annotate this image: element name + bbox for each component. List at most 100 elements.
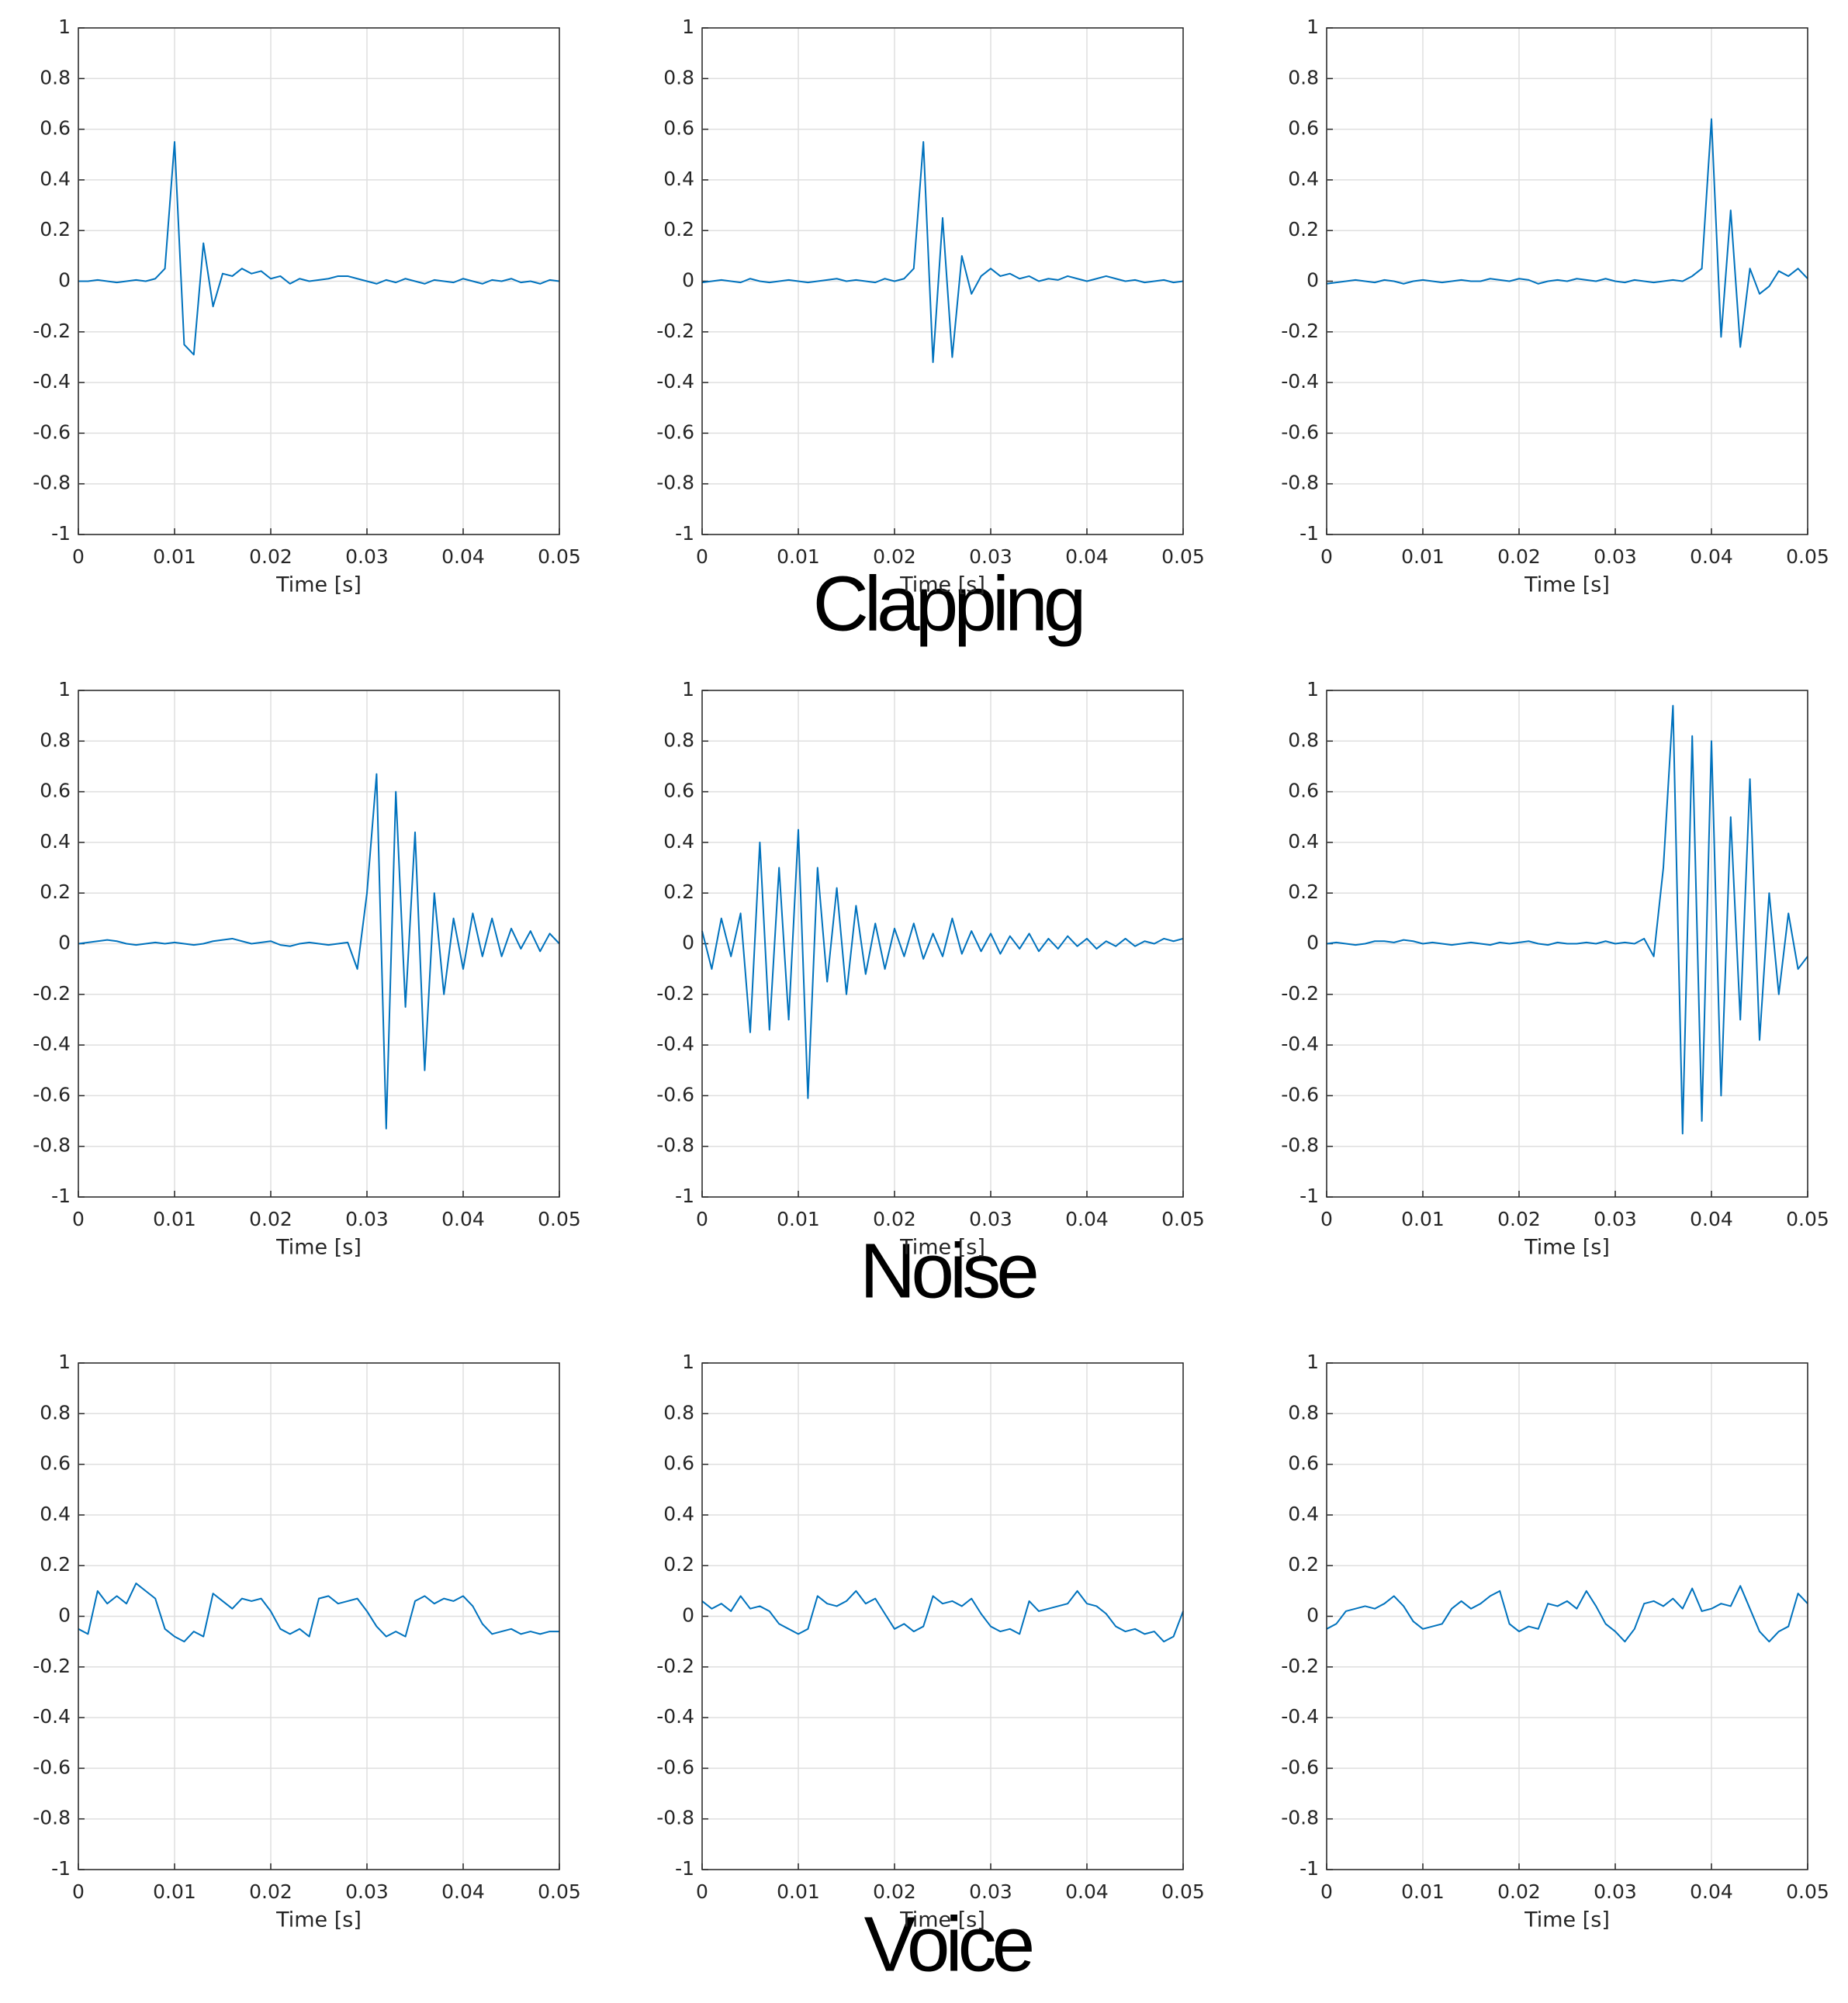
y-tick-label: -0.6 (656, 1756, 694, 1778)
y-tick-label: -0.6 (1281, 1083, 1319, 1105)
y-tick-label: 0.2 (663, 880, 694, 903)
y-tick-label: -0.6 (33, 1083, 71, 1105)
x-tick-label: 0.05 (1786, 1208, 1829, 1230)
y-tick-label: 0.4 (40, 1503, 71, 1525)
y-tick-label: 1 (1306, 1351, 1319, 1373)
y-tick-label: -0.8 (33, 472, 71, 494)
axes-frame (701, 690, 1184, 1198)
x-tick-label: 0.01 (153, 1880, 196, 1903)
x-tick-label: 0 (72, 1208, 85, 1230)
y-tick-label: 0.2 (40, 1553, 71, 1576)
y-tick-label: -1 (675, 522, 694, 545)
y-tick-label: 0 (1306, 269, 1319, 292)
x-tick-label: 0.04 (441, 1880, 485, 1903)
x-tick-label: 0.01 (777, 1208, 820, 1230)
y-tick-label: -0.4 (656, 1033, 694, 1055)
y-tick-label: 0 (682, 932, 694, 954)
x-tick-label: 0.04 (1690, 1208, 1733, 1230)
axes-frame (78, 1362, 560, 1870)
y-tick-label: 0.6 (1288, 117, 1319, 140)
axes-frame (1326, 690, 1808, 1198)
y-tick-label: -1 (1299, 1857, 1319, 1880)
y-tick-label: 0.6 (1288, 1452, 1319, 1475)
y-tick-label: 0.6 (1288, 780, 1319, 802)
y-tick-label: 0.8 (1288, 1401, 1319, 1424)
waveform (1326, 118, 1808, 348)
y-tick-label: 1 (682, 16, 694, 38)
x-tick-label: 0.01 (777, 545, 820, 568)
subplot: -1 -0.8 -0.6 -0.4 -0.2 0 0.2 0.4 0.6 0.8 1 0 0.01 0.0… (33, 16, 581, 597)
x-tick-label: 0.02 (1497, 545, 1541, 568)
y-tick-label: 1 (1306, 678, 1319, 701)
x-tick-label: 0.05 (1786, 545, 1829, 568)
waveform (701, 140, 1184, 363)
subplot: -1 -0.8 -0.6 -0.4 -0.2 0 0.2 0.4 0.6 0.8 1 0 0.01 0.0… (1281, 16, 1829, 597)
y-tick-label: 0.2 (40, 880, 71, 903)
y-tick-label: 0 (682, 269, 694, 292)
x-tick-label: 0.05 (1161, 1208, 1205, 1230)
x-tick-label: 0.04 (1065, 545, 1109, 568)
y-tick-label: 0 (58, 1604, 71, 1627)
y-tick-label: 0.8 (663, 1401, 694, 1424)
y-tick-label: -0.6 (656, 420, 694, 443)
y-tick-label: 0.8 (663, 66, 694, 88)
axes-frame (78, 27, 560, 535)
row-label: Noise (860, 1227, 1036, 1314)
waveform (1326, 1585, 1808, 1643)
x-tick-label: 0.02 (873, 1208, 916, 1230)
x-axis-label: Time [s] (899, 1908, 985, 1932)
y-tick-label: 0 (1306, 1604, 1319, 1627)
x-tick-label: 0.02 (873, 545, 916, 568)
x-tick-label: 0 (696, 1880, 708, 1903)
x-tick-label: 0.05 (1786, 1880, 1829, 1903)
y-tick-label: 0.8 (1288, 728, 1319, 751)
x-tick-label: 0.04 (1065, 1880, 1109, 1903)
x-tick-label: 0.02 (249, 545, 292, 568)
y-tick-label: 0.2 (663, 218, 694, 240)
x-tick-label: 0 (1320, 1880, 1333, 1903)
y-tick-label: -0.2 (656, 320, 694, 342)
x-tick-label: 0.03 (969, 1880, 1012, 1903)
x-tick-label: 0.05 (1161, 1880, 1205, 1903)
y-tick-label: -0.4 (1281, 1705, 1319, 1728)
y-tick-label: -0.4 (1281, 370, 1319, 393)
x-tick-label: 0.05 (538, 545, 581, 568)
y-tick-label: 1 (58, 678, 71, 701)
y-tick-label: -0.8 (33, 1807, 71, 1829)
x-tick-label: 0.03 (1594, 1880, 1637, 1903)
axes-frame (78, 690, 560, 1198)
subplot: -1 -0.8 -0.6 -0.4 -0.2 0 0.2 0.4 0.6 0.8 1 0 0.01 0.0… (1281, 1351, 1829, 1932)
x-tick-label: 0.04 (1690, 1880, 1733, 1903)
y-tick-label: -1 (675, 1185, 694, 1207)
x-tick-label: 0 (696, 1208, 708, 1230)
x-tick-label: 0.02 (249, 1208, 292, 1230)
x-axis-label: Time [s] (275, 573, 362, 597)
y-tick-label: 0.4 (40, 168, 71, 190)
y-tick-label: 0.8 (40, 728, 71, 751)
y-tick-label: 0.8 (663, 728, 694, 751)
y-tick-label: 0.6 (663, 780, 694, 802)
x-axis-label: Time [s] (899, 1236, 985, 1260)
y-tick-label: -0.8 (1281, 1807, 1319, 1829)
x-axis-label: Time [s] (1524, 573, 1610, 597)
x-tick-label: 0.03 (1594, 545, 1637, 568)
y-tick-label: -0.8 (33, 1134, 71, 1157)
x-tick-label: 0.05 (1161, 545, 1205, 568)
y-tick-label: -0.4 (656, 370, 694, 393)
subplot: -1 -0.8 -0.6 -0.4 -0.2 0 0.2 0.4 0.6 0.8 1 0 0.01 0.0… (656, 678, 1205, 1260)
y-tick-label: -0.2 (1281, 1655, 1319, 1677)
waveform (78, 773, 560, 1129)
y-tick-label: -0.6 (656, 1083, 694, 1105)
x-axis-label: Time [s] (1524, 1908, 1610, 1932)
axes-frame (701, 1362, 1184, 1870)
y-tick-label: -0.8 (1281, 1134, 1319, 1157)
waveform (701, 829, 1184, 1099)
y-tick-label: 0.2 (1288, 880, 1319, 903)
x-tick-label: 0.04 (1690, 545, 1733, 568)
y-tick-label: -0.2 (1281, 982, 1319, 1005)
y-tick-label: -0.8 (656, 472, 694, 494)
y-tick-label: -0.4 (656, 1705, 694, 1728)
y-tick-label: 1 (682, 678, 694, 701)
x-tick-label: 0.03 (345, 1208, 389, 1230)
subplot: -1 -0.8 -0.6 -0.4 -0.2 0 0.2 0.4 0.6 0.8 1 0 0.01 0.0… (1281, 678, 1829, 1260)
